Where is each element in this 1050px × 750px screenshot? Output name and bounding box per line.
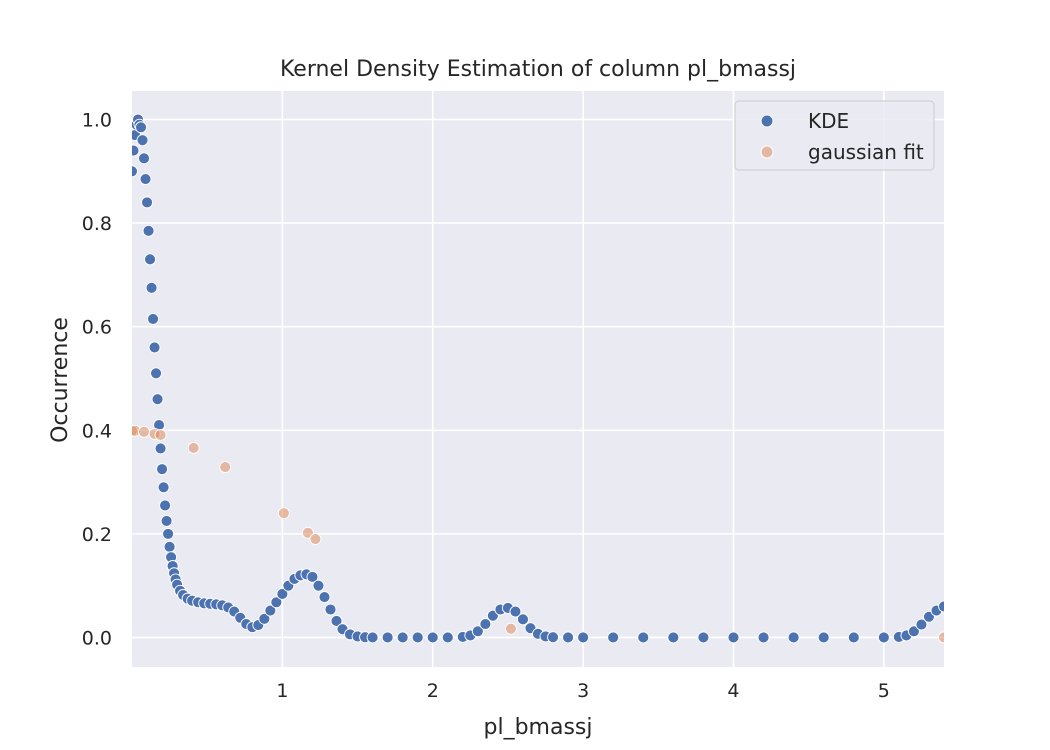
y-tick-label: 0.6	[82, 317, 112, 339]
kde-point	[667, 631, 680, 644]
kde-point	[276, 588, 289, 600]
kde-point	[141, 196, 153, 209]
kde-point	[509, 605, 522, 618]
gaussian-fit-point	[138, 425, 150, 438]
kde-point	[150, 367, 163, 380]
kde-point	[258, 612, 271, 625]
kde-point	[517, 613, 529, 626]
legend: KDE gaussian fit	[734, 100, 935, 171]
kde-point	[757, 631, 770, 644]
kde-point	[148, 341, 161, 354]
kde-point	[426, 631, 439, 644]
gaussian-fit-point	[504, 622, 517, 635]
kde-point	[441, 631, 454, 644]
legend-kde-marker	[760, 114, 774, 128]
kde-point	[471, 625, 484, 638]
kde-point	[479, 618, 492, 630]
kde-point	[938, 600, 944, 613]
kde-point	[847, 631, 860, 644]
gaussian-fit-point	[219, 461, 232, 474]
x-tick-label: 5	[878, 680, 890, 702]
y-tick-label: 0.0	[82, 627, 112, 649]
kde-point	[312, 579, 325, 592]
kde-point	[306, 570, 319, 583]
gaussian-fit-point	[277, 507, 290, 520]
kde-point	[366, 631, 379, 644]
kde-point	[132, 144, 140, 157]
kde-point	[270, 596, 283, 609]
legend-gaussian-marker	[760, 145, 774, 159]
legend-box	[734, 100, 935, 171]
kde-point	[136, 134, 149, 147]
kde-point	[163, 540, 176, 553]
kde-point	[915, 618, 928, 631]
x-tick-label: 1	[276, 680, 288, 702]
kde-point	[142, 224, 155, 237]
kde-point	[381, 631, 394, 644]
kde-point	[138, 152, 150, 165]
kde-point	[577, 631, 590, 644]
kde-point	[817, 631, 830, 644]
x-tick-label: 4	[727, 680, 739, 702]
y-tick-label: 0.4	[82, 420, 112, 442]
y-tick-label: 1.0	[82, 109, 112, 131]
kde-point	[324, 603, 337, 616]
kde-point	[162, 527, 175, 540]
kde-point	[330, 614, 343, 627]
kde-point	[637, 631, 650, 644]
kde-point	[727, 631, 740, 644]
legend-gaussian-label: gaussian fit	[808, 140, 924, 164]
gaussian-fit-point	[938, 631, 944, 644]
chart-title: Kernel Density Estimation of column pl_b…	[280, 57, 796, 82]
gaussian-fit-point	[154, 428, 167, 441]
plot-background	[132, 91, 944, 667]
kde-point	[396, 631, 409, 644]
kde-point	[547, 631, 559, 644]
kde-point	[318, 591, 331, 604]
kde-point	[144, 253, 156, 266]
kde-point	[147, 312, 160, 325]
kde-point	[160, 514, 173, 527]
kde-point	[159, 499, 172, 512]
kde-point	[264, 604, 277, 617]
legend-kde-label: KDE	[808, 109, 849, 133]
kde-point	[135, 121, 147, 134]
y-tick-label: 0.2	[82, 524, 112, 546]
kde-point	[139, 173, 152, 186]
y-tick-label: 0.8	[82, 213, 112, 235]
kde-point	[411, 631, 424, 644]
x-tick-label: 3	[577, 680, 589, 702]
kde-point	[157, 481, 170, 494]
kde-point	[877, 631, 890, 644]
x-tick-label: 2	[427, 680, 439, 702]
kde-point	[132, 165, 138, 178]
kde-point	[787, 631, 800, 644]
gaussian-fit-point	[187, 441, 200, 454]
kde-point	[156, 463, 169, 476]
gaussian-fit-point	[309, 533, 322, 546]
data-points	[132, 113, 944, 644]
kde-point	[154, 442, 167, 455]
kde-point	[562, 631, 575, 644]
kde-point	[145, 281, 158, 294]
kde-point	[907, 625, 920, 638]
kde-point	[697, 631, 710, 644]
y-axis-title: Occurrence	[48, 317, 73, 443]
kde-point	[151, 393, 164, 406]
kde-point	[607, 631, 620, 644]
x-axis-title: pl_bmassj	[484, 715, 593, 740]
